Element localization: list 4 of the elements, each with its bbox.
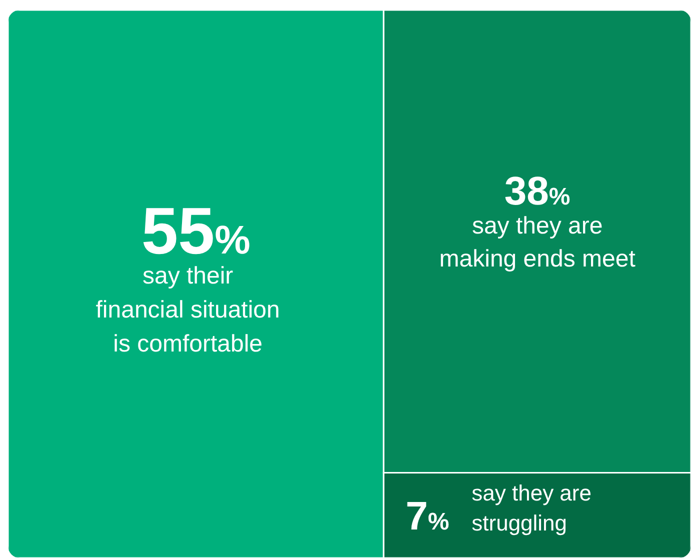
data-label: 38% — [504, 169, 570, 214]
data-label: 7% — [406, 494, 450, 538]
category-label: say they are struggling — [472, 480, 592, 536]
category-label: say they are making ends meet — [439, 212, 636, 272]
